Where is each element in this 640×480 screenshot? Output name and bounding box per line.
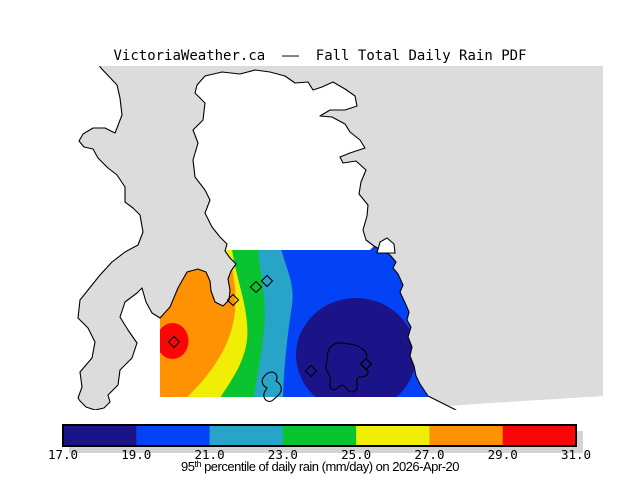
islet bbox=[376, 237, 396, 254]
station-diamond-icon bbox=[167, 335, 181, 349]
colorbar-segment-3 bbox=[282, 425, 357, 446]
figure-title: VictoriaWeather.ca —— Fall Total Daily R… bbox=[113, 48, 526, 64]
station-diamond-icon bbox=[226, 293, 240, 307]
coastline-peninsula bbox=[159, 69, 457, 410]
island-outline bbox=[261, 371, 282, 402]
station-diamond-icon bbox=[249, 280, 263, 294]
colorbar-tick-label: 19.0 bbox=[121, 447, 151, 462]
colorbar-segment-2 bbox=[209, 425, 284, 446]
colorbar-tick-label: 17.0 bbox=[48, 447, 78, 462]
colorbar-tick-label: 29.0 bbox=[488, 447, 518, 462]
coastline-west-inlet bbox=[77, 66, 161, 410]
colorbar-tick-label: 27.0 bbox=[414, 447, 444, 462]
station-diamond-icon bbox=[304, 364, 318, 378]
contour-band-29-31 bbox=[160, 323, 189, 359]
map-area bbox=[77, 66, 603, 410]
colorbar-segment-5 bbox=[429, 425, 504, 446]
contour-band-17-19 bbox=[296, 298, 416, 397]
station-markers bbox=[167, 274, 373, 378]
colorbar-tick-label: 23.0 bbox=[268, 447, 298, 462]
colorbar-tick-label: 31.0 bbox=[561, 447, 591, 462]
lake-outline bbox=[325, 342, 369, 393]
station-diamond-icon bbox=[260, 274, 274, 288]
colorbar-tick-label: 25.0 bbox=[341, 447, 371, 462]
water-fill bbox=[78, 66, 603, 410]
colorbar-segment-6 bbox=[502, 425, 577, 446]
station-diamond-icon bbox=[359, 357, 373, 371]
colorbar-segment-4 bbox=[356, 425, 430, 446]
colorbar-caption: 95th percentile of daily rain (mm/day) o… bbox=[181, 459, 459, 474]
colorbar-ticks: 17.0 19.0 21.0 23.0 25.0 27.0 29.0 31.0 bbox=[48, 447, 591, 462]
colorbar-segment-0 bbox=[63, 425, 137, 446]
colorbar-tick-label: 21.0 bbox=[195, 447, 225, 462]
colorbar: 17.0 19.0 21.0 23.0 25.0 27.0 29.0 31.0 95th pe… bbox=[48, 424, 591, 474]
colorbar-segment-1 bbox=[136, 425, 211, 446]
colorbar-border bbox=[62, 424, 577, 447]
